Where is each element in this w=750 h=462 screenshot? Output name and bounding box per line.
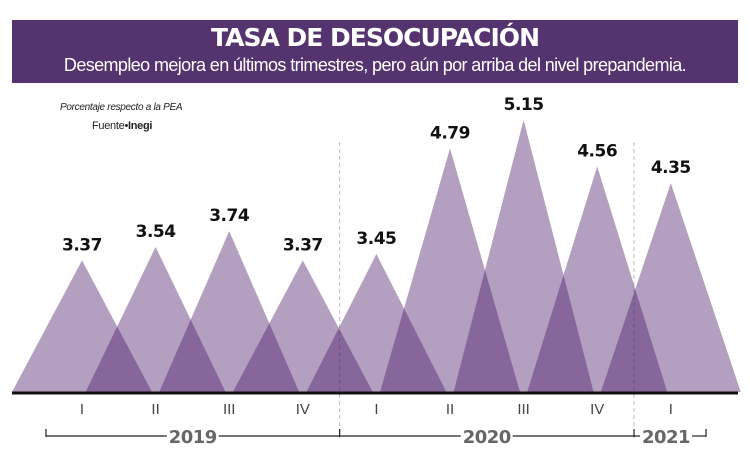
quarter-label: III	[223, 401, 236, 418]
quarter-label: IV	[296, 401, 310, 418]
triangle-bar	[600, 183, 741, 392]
chart-subtitle: Desempleo mejora en últimos trimestres, …	[63, 55, 687, 75]
quarter-label: IV	[590, 401, 604, 418]
quarter-label: III	[517, 401, 530, 418]
data-label: 3.74	[209, 206, 250, 226]
unit-note: Porcentaje respecto a la PEA	[60, 102, 183, 113]
quarter-label: II	[446, 401, 454, 418]
source-note: Fuente•Inegi	[92, 120, 152, 132]
triangle-bar	[527, 166, 668, 392]
data-label: 4.56	[577, 142, 617, 162]
quarter-label: I	[374, 401, 378, 418]
triangle-bar	[12, 260, 152, 392]
data-label: 3.37	[283, 235, 323, 255]
chart-title: TASA DE DESOCUPACIÓN	[211, 23, 540, 52]
triangle-bar	[85, 246, 226, 392]
year-label: 2020	[463, 427, 511, 448]
data-label: 3.54	[136, 222, 177, 242]
data-label: 5.15	[504, 95, 544, 115]
source-name: Inegi	[128, 120, 153, 132]
source-label: Fuente•	[92, 120, 128, 132]
triangle-bar	[380, 148, 520, 392]
year-label: 2021	[642, 427, 690, 448]
triangle-bar	[453, 120, 594, 392]
quarter-label: I	[80, 401, 84, 418]
quarter-label: II	[151, 401, 159, 418]
data-label: 3.45	[356, 229, 396, 249]
data-label: 4.79	[430, 123, 470, 143]
data-label: 4.35	[651, 158, 691, 178]
data-label: 3.37	[62, 235, 102, 255]
triangle-bar	[159, 231, 300, 392]
year-label: 2019	[169, 427, 217, 448]
triangle-bar	[306, 254, 447, 392]
quarter-label: I	[669, 401, 673, 418]
header-banner: TASA DE DESOCUPACIÓN Desempleo mejora en…	[12, 20, 738, 83]
triangle-bar	[232, 260, 373, 392]
